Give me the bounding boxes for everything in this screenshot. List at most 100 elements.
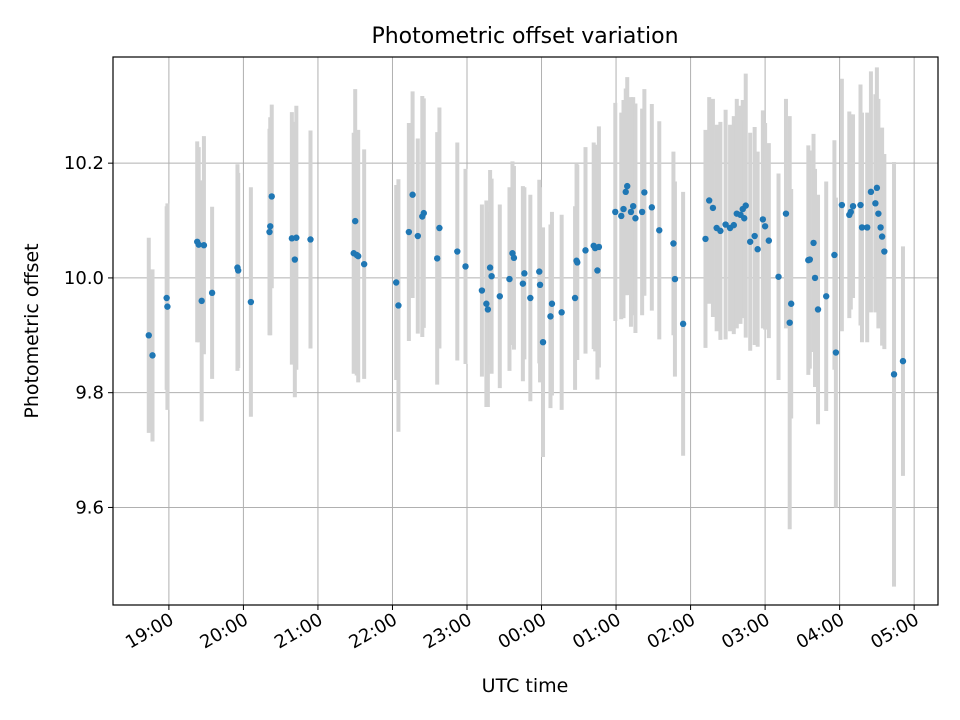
x-tick-label: 19:00 — [122, 609, 177, 653]
data-point — [506, 275, 513, 283]
data-point — [268, 193, 275, 200]
data-point — [730, 221, 737, 229]
x-tick-label: 04:00 — [793, 609, 848, 653]
data-point — [622, 188, 629, 196]
x-tick-label: 05:00 — [867, 609, 922, 653]
data-point — [496, 293, 503, 300]
data-point — [163, 294, 170, 302]
data-point — [881, 248, 888, 255]
data-point — [624, 182, 631, 190]
data-point — [145, 332, 152, 339]
data-point — [878, 233, 886, 240]
data-point — [548, 300, 556, 307]
data-point — [717, 227, 724, 235]
data-point — [595, 243, 603, 251]
x-tick-label: 22:00 — [346, 609, 401, 653]
data-point — [149, 352, 156, 359]
data-point — [433, 255, 441, 262]
data-point — [641, 189, 648, 196]
data-point — [620, 205, 627, 213]
data-point — [582, 247, 589, 254]
data-point — [483, 300, 490, 307]
data-point — [267, 223, 274, 230]
data-point — [354, 252, 362, 260]
data-point — [414, 232, 422, 240]
data-point — [765, 237, 773, 244]
data-point — [873, 184, 881, 192]
data-point — [831, 251, 838, 259]
data-point — [510, 254, 518, 262]
data-point — [574, 259, 581, 266]
data-point — [629, 202, 637, 210]
data-point — [806, 256, 814, 263]
x-tick-label: 20:00 — [196, 609, 251, 653]
data-point — [478, 287, 486, 294]
data-point — [857, 201, 864, 209]
data-point — [775, 273, 782, 280]
data-point — [307, 236, 314, 243]
data-point — [648, 204, 656, 211]
data-point — [847, 208, 855, 216]
data-point — [164, 303, 171, 310]
error-bars — [146, 67, 905, 587]
data-point — [409, 191, 416, 198]
data-point — [864, 224, 871, 231]
data-point — [890, 371, 898, 378]
data-point — [875, 210, 882, 217]
x-tick-label: 02:00 — [644, 609, 699, 653]
data-point — [782, 210, 790, 217]
data-point — [679, 320, 687, 328]
x-tick-label: 23:00 — [420, 609, 475, 653]
data-point — [741, 215, 748, 222]
data-point — [484, 306, 492, 313]
data-point — [671, 275, 679, 283]
y-tick-label: 9.6 — [75, 497, 104, 518]
data-point — [656, 227, 663, 234]
data-point — [392, 279, 400, 286]
data-point — [558, 309, 565, 316]
data-point — [814, 306, 822, 313]
data-point — [627, 208, 635, 216]
data-point — [618, 212, 625, 220]
data-point — [811, 274, 819, 282]
data-point — [838, 201, 846, 209]
data-point — [877, 224, 884, 231]
data-point — [670, 240, 677, 247]
data-point — [787, 300, 795, 307]
y-tick-label: 9.8 — [75, 383, 104, 404]
data-point — [195, 241, 202, 248]
data-point — [486, 264, 494, 271]
data-point — [742, 202, 749, 209]
x-tick-label: 01:00 — [569, 609, 624, 653]
data-point — [536, 268, 543, 275]
data-point — [198, 297, 205, 305]
data-point — [612, 208, 619, 216]
data-point — [462, 263, 469, 270]
data-points — [145, 182, 907, 378]
data-point — [702, 235, 709, 243]
data-point — [527, 294, 534, 302]
data-point — [420, 209, 427, 217]
data-point — [858, 224, 866, 231]
data-point — [247, 298, 255, 306]
x-tick-label: 00:00 — [495, 609, 550, 653]
data-point — [786, 319, 793, 326]
data-point — [810, 239, 817, 247]
data-point — [539, 338, 547, 346]
data-point — [291, 256, 299, 263]
data-point — [759, 216, 767, 223]
data-point — [405, 228, 413, 236]
data-point — [867, 188, 875, 196]
data-point — [706, 197, 713, 204]
chart-title: Photometric offset variation — [371, 24, 678, 49]
y-axis-label: Photometric offset — [21, 243, 43, 418]
y-tick-label: 10.0 — [64, 268, 104, 289]
data-point — [547, 313, 554, 320]
data-point — [832, 349, 840, 356]
data-point — [849, 202, 857, 210]
data-point — [536, 281, 544, 289]
data-point — [761, 223, 769, 230]
data-point — [746, 238, 754, 245]
data-point — [395, 302, 402, 309]
